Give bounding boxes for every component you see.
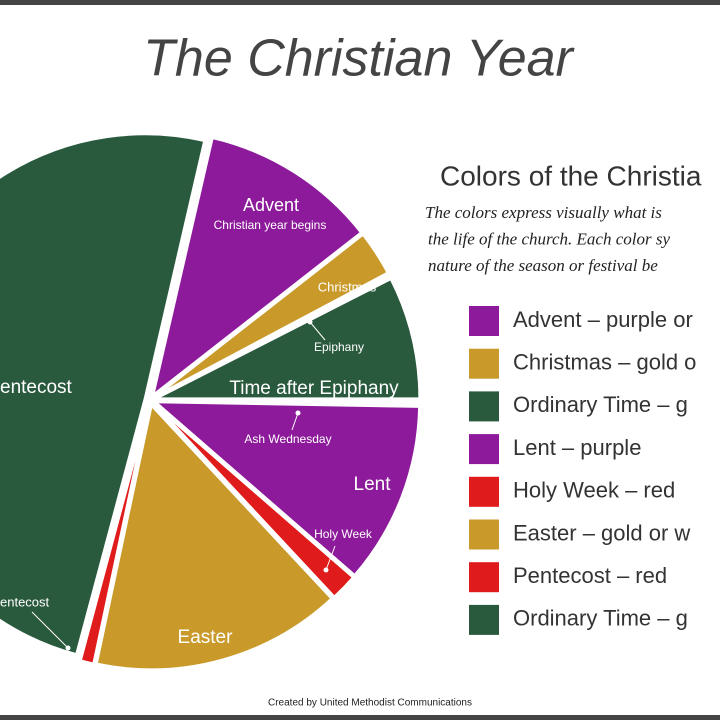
legend-swatch xyxy=(469,348,499,379)
slice-annotation: Christian year begins xyxy=(214,218,327,232)
slice-label: Advent xyxy=(243,195,299,215)
slice-label: Christmas xyxy=(318,279,377,294)
callout-dot xyxy=(295,410,301,416)
legend-swatch xyxy=(469,519,499,550)
legend-label: Holy Week – red xyxy=(513,478,675,503)
legend-label: Advent – purple or xyxy=(513,307,693,332)
slice-label: Easter xyxy=(178,627,234,648)
legend-swatch xyxy=(469,604,499,635)
callout-dot xyxy=(323,567,329,573)
slice-label: Epiphany xyxy=(314,340,364,354)
legend-swatch xyxy=(469,391,499,422)
pie-slice xyxy=(0,132,207,657)
legend-label: Ordinary Time – g xyxy=(513,606,688,631)
pie-slice xyxy=(150,135,364,400)
legend-description: the life of the church. Each color sy xyxy=(428,229,670,248)
slice-label: Time after Epiphany xyxy=(229,378,399,399)
pie-slice xyxy=(94,401,335,672)
slice-label: Ash Wednesday xyxy=(244,432,331,446)
slice-label: entecost xyxy=(0,594,50,609)
legend: The colors express visually what is the l… xyxy=(425,203,696,635)
legend-heading: Colors of the Christia xyxy=(440,160,702,191)
callout-line xyxy=(291,412,299,431)
legend-swatch xyxy=(469,306,499,336)
pie-slice xyxy=(78,404,151,666)
legend-swatch xyxy=(469,562,499,593)
top-border xyxy=(0,0,720,5)
callout-line xyxy=(309,321,326,341)
callout-line xyxy=(31,611,69,649)
legend-swatch xyxy=(469,434,499,465)
legend-label: Christmas – gold o xyxy=(513,350,696,375)
legend-label: Pentecost – red xyxy=(513,563,667,588)
pie-slice xyxy=(154,398,422,407)
pie-slice xyxy=(150,400,422,578)
callout-dot xyxy=(65,645,71,651)
slice-label: entecost xyxy=(0,377,73,398)
legend-description: The colors express visually what is xyxy=(425,203,662,222)
legend-label: Lent – purple xyxy=(513,435,641,460)
pie xyxy=(0,132,422,672)
legend-swatch xyxy=(469,476,499,507)
slice-label: Lent xyxy=(354,474,392,495)
legend-label: Ordinary Time – g xyxy=(513,392,688,417)
legend-description: nature of the season or festival be xyxy=(428,256,658,275)
slice-label: Holy Week xyxy=(314,527,373,541)
pie-slice xyxy=(154,276,422,401)
pie-slice xyxy=(152,402,356,600)
callout-line xyxy=(325,545,336,571)
callout-dot xyxy=(307,319,313,325)
credit: Created by United Methodist Communicatio… xyxy=(268,698,472,709)
slice-labels: Advent Christmas Epiphany Time after Epipha… xyxy=(0,195,399,651)
chart-title: The Christian Year xyxy=(143,30,575,88)
legend-label: Easter – gold or w xyxy=(513,520,690,545)
bottom-border xyxy=(0,715,720,720)
